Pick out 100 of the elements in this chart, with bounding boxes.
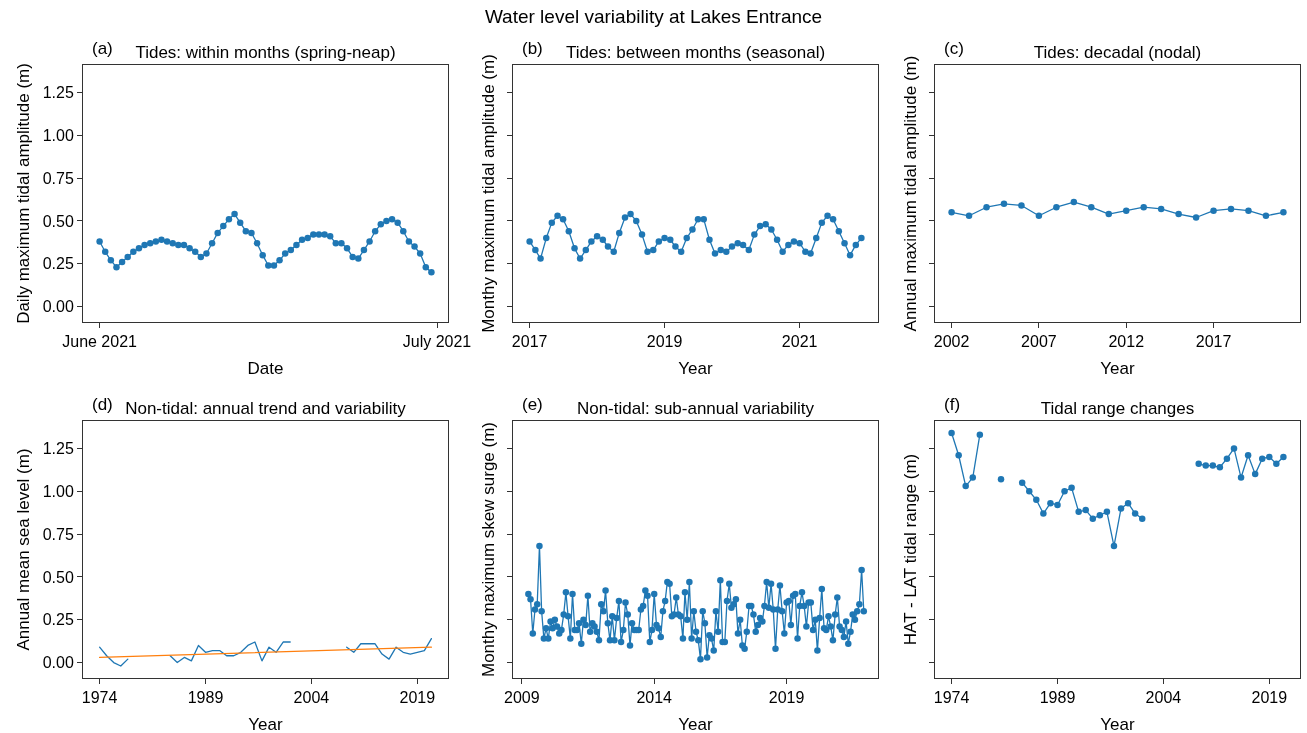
point [773,236,781,244]
point [1026,488,1033,495]
point [1117,505,1125,512]
point [169,239,176,247]
point [627,210,634,218]
x-axis-title: Year [678,714,714,733]
point [728,243,736,250]
point [1237,474,1245,481]
point [107,257,115,264]
point [672,243,679,250]
point [655,238,663,245]
point [677,248,685,255]
x-axis-title: Date [247,358,284,378]
point [532,246,539,254]
point [146,239,154,247]
point [1210,207,1217,214]
point [948,429,955,437]
text: (a) [92,39,113,58]
chart-title: Tidal range changes [1040,399,1195,418]
x-axis-title: Year [1100,714,1136,733]
point [689,226,696,233]
point [400,227,407,235]
x-axis-title: Year [248,714,284,733]
point [236,219,244,226]
point [1088,203,1095,211]
point [411,243,418,250]
point [1000,200,1008,208]
point [537,255,544,262]
point [813,234,820,242]
point [141,241,148,249]
point [948,209,955,216]
chart-title: Tides: between months (seasonal) [565,43,826,62]
point [253,239,261,247]
point [1122,207,1130,214]
point [287,246,295,254]
point [371,227,379,235]
point [1209,462,1217,469]
y-axis-title: Daily maximum tidal amplitude (m) [14,63,34,324]
point [835,227,843,235]
point [310,231,317,238]
point [1018,202,1025,209]
x-axis-title: Year [678,358,714,378]
y-axis-title: Monthy maximum tidal amplitude (m) [478,54,498,333]
y-tick-label: 0.50 [42,212,74,230]
point [416,250,424,257]
point [326,233,334,240]
y-tick-label: 1.00 [42,126,74,144]
point [762,221,769,228]
point [163,238,171,245]
point [846,251,854,259]
point [1075,508,1082,516]
point [969,474,977,481]
text: (f) [944,395,961,414]
point [1192,214,1200,221]
point [785,241,792,249]
point [1040,510,1047,517]
point [293,241,300,249]
y-axis-title: Monthy maximum skew surge (m) [478,421,498,678]
point [962,482,969,490]
point [355,255,362,262]
point [604,243,612,250]
point [321,231,328,238]
point [543,234,550,242]
point [158,236,165,244]
point [1245,207,1252,214]
point [349,253,356,261]
y-tick-label: 0.75 [42,169,74,187]
point [526,238,533,245]
x-tick-label: 1974 [81,689,118,707]
point [377,221,385,228]
point [298,236,306,244]
point [700,215,707,223]
point [428,269,435,276]
point [1280,209,1287,216]
point [650,246,657,254]
point [1068,484,1075,492]
point [281,250,289,257]
point [366,238,373,245]
point [621,214,629,221]
point [644,248,651,255]
point [191,248,199,255]
point [852,241,860,249]
point [175,241,182,249]
point [1262,212,1270,220]
point [405,238,413,245]
point [1096,511,1104,519]
point [1138,515,1146,522]
x-tick-label: 2017 [511,333,548,351]
point [276,257,283,264]
point [745,246,753,254]
point [559,215,567,223]
point [1273,460,1280,468]
point [955,452,962,459]
point [360,246,368,254]
point [225,215,233,223]
x-tick-label: 2014 [636,689,673,707]
point [1227,205,1235,213]
point [1216,464,1224,471]
point [1061,488,1068,495]
point [723,248,730,255]
